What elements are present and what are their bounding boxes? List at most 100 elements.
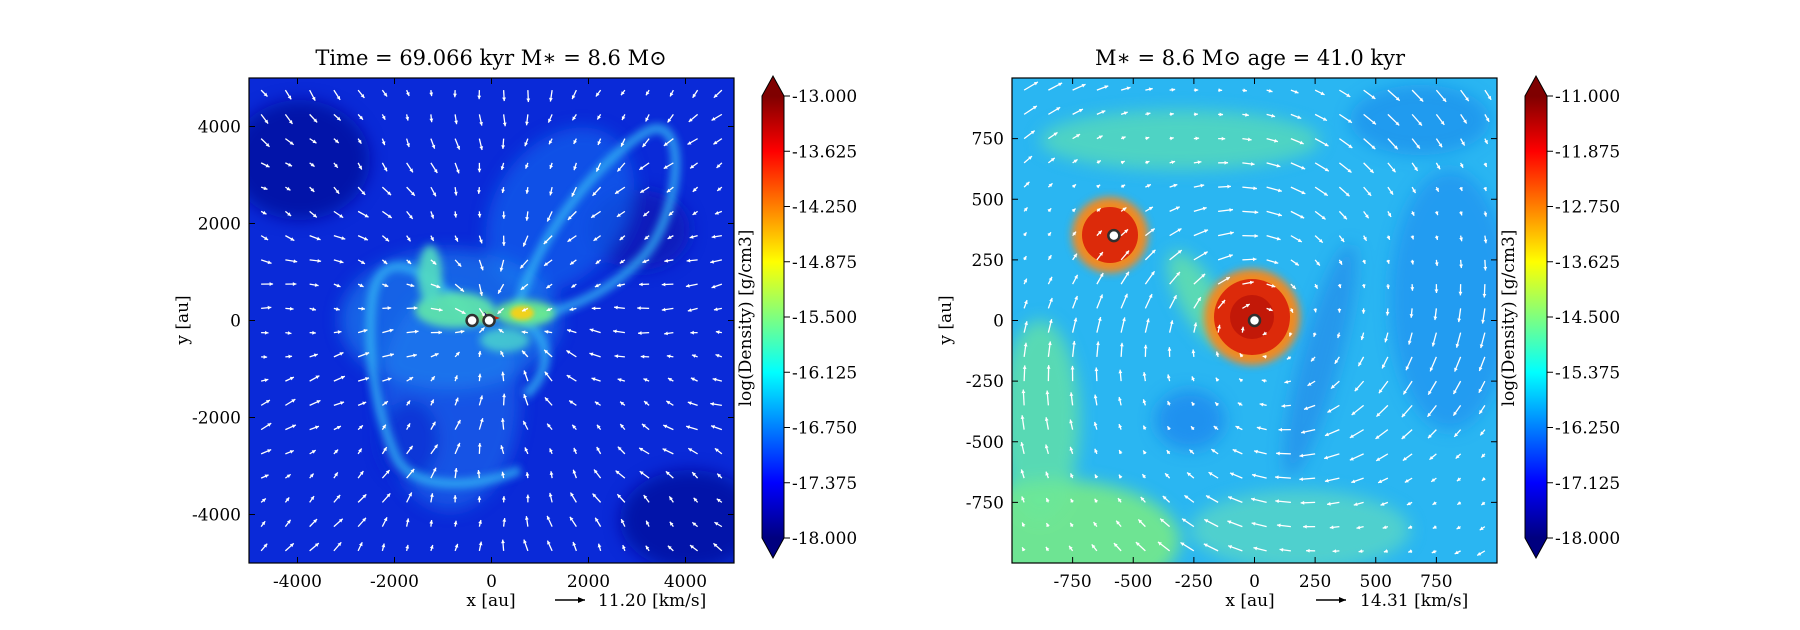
- velocity-arrow-head: [596, 167, 600, 172]
- velocity-arrow-head: [1118, 424, 1123, 429]
- velocity-arrow-head: [1021, 522, 1026, 527]
- velocity-arrow-head: [1479, 344, 1484, 349]
- velocity-arrow-head: [1069, 419, 1073, 424]
- velocity-arrow-head: [1022, 232, 1027, 237]
- velocity-arrow-head: [643, 378, 648, 382]
- velocity-arrow-head: [1022, 256, 1027, 261]
- velocity-arrow-head: [1477, 551, 1482, 556]
- velocity-arrow-head: [642, 259, 647, 264]
- colorbar-tick-label: -18.000: [792, 529, 857, 549]
- velocity-arrow-head: [1074, 295, 1078, 300]
- velocity-arrow-head: [567, 238, 572, 242]
- velocity-arrow-head: [1197, 160, 1202, 165]
- velocity-arrow-head: [643, 494, 648, 499]
- velocity-arrow-head: [1021, 389, 1026, 394]
- velocity-arrow-head: [499, 267, 504, 272]
- velocity-arrow-head: [1173, 183, 1178, 188]
- velocity-arrow-head: [413, 306, 418, 310]
- velocity-arrow-head: [361, 190, 366, 195]
- x-tick-label: 4000: [664, 572, 707, 592]
- velocity-arrow-head: [1434, 211, 1439, 216]
- velocity-arrow-head: [267, 305, 272, 310]
- velocity-arrow-head: [1386, 235, 1391, 240]
- velocity-arrow-head: [1275, 499, 1279, 504]
- velocity-arrow-head: [549, 164, 554, 169]
- velocity-arrow-head: [1023, 342, 1028, 347]
- velocity-arrow-head: [1025, 181, 1030, 186]
- velocity-arrow-head: [1404, 478, 1409, 483]
- velocity-arrow-head: [289, 141, 294, 145]
- velocity-arrow-head: [1324, 455, 1329, 460]
- velocity-arrow-head: [595, 517, 599, 522]
- velocity-key-2: 14.31 [km/s]: [1316, 591, 1468, 611]
- velocity-arrow-head: [1380, 502, 1385, 506]
- velocity-arrow-head: [385, 237, 390, 242]
- velocity-arrow-head: [1410, 235, 1415, 240]
- velocity-arrow-head: [1395, 96, 1400, 101]
- velocity-arrow-head: [1271, 283, 1276, 288]
- velocity-arrow-head: [1376, 412, 1381, 417]
- y-axis-ticks-1: -4000 -2000 0 2000 4000: [192, 118, 734, 526]
- y-tick-label: 250: [972, 251, 1004, 271]
- velocity-arrow-head: [1160, 518, 1165, 523]
- velocity-arrow-head: [1056, 107, 1061, 111]
- velocity-arrow-head: [453, 191, 458, 196]
- velocity-arrow-head: [522, 350, 526, 355]
- panel-1-title: Time = 69.066 kyr M∗ = 8.6 M⊙: [315, 46, 666, 70]
- velocity-arrow-head: [1072, 184, 1077, 189]
- velocity-arrow-head: [1318, 238, 1323, 243]
- velocity-arrow-head: [1274, 260, 1279, 265]
- velocity-arrow-head: [1201, 273, 1206, 278]
- velocity-arrow-head: [544, 330, 549, 334]
- velocity-arrow-head: [1297, 238, 1302, 242]
- velocity-arrow-head: [546, 307, 551, 312]
- velocity-arrow-head: [1438, 143, 1443, 148]
- velocity-arrow-head: [263, 186, 268, 191]
- velocity-arrow-head: [523, 539, 527, 544]
- velocity-arrow-head: [1250, 162, 1255, 166]
- velocity-arrow-head: [1395, 121, 1400, 126]
- y-tick-label: 4000: [198, 118, 241, 138]
- velocity-arrow-head: [714, 448, 719, 453]
- velocity-arrow-head: [525, 472, 530, 476]
- velocity-arrow-head: [1284, 379, 1289, 384]
- velocity-arrow-head: [409, 168, 413, 173]
- y-tick-label: 750: [972, 130, 1004, 150]
- velocity-arrow-head: [1274, 138, 1278, 143]
- velocity-arrow-head: [1048, 319, 1053, 324]
- velocity-arrow-head: [1483, 212, 1488, 217]
- velocity-arrow-head: [1277, 188, 1282, 193]
- velocity-arrow-head: [477, 95, 482, 100]
- velocity-arrow-head: [596, 424, 601, 429]
- velocity-arrow-head: [263, 92, 268, 97]
- velocity-arrow-head: [381, 115, 386, 120]
- velocity-arrow-head: [1023, 207, 1028, 212]
- x-tick-label: -750: [1054, 572, 1092, 592]
- velocity-arrow-head: [454, 468, 458, 472]
- colorbar-tick-label: -17.375: [792, 474, 857, 494]
- velocity-arrow-head: [264, 236, 269, 240]
- velocity-arrow-head: [1096, 208, 1101, 212]
- velocity-arrow-head: [477, 496, 482, 500]
- velocity-arrow-head: [309, 473, 314, 478]
- velocity-arrow-head: [1459, 187, 1463, 191]
- velocity-arrow-head: [341, 236, 346, 240]
- velocity-arrow-head: [1323, 192, 1328, 196]
- velocity-arrow-head: [1044, 444, 1049, 449]
- velocity-arrow-head: [1045, 546, 1050, 551]
- velocity-arrow-head: [571, 283, 576, 288]
- velocity-arrow-head: [1194, 112, 1198, 117]
- velocity-arrow-head: [710, 402, 715, 406]
- velocity-arrow-head: [715, 353, 720, 358]
- velocity-arrow-head: [716, 164, 721, 168]
- velocity-arrow-head: [1410, 287, 1415, 291]
- velocity-arrow-head: [637, 306, 641, 311]
- velocity-arrow-head: [1256, 426, 1261, 431]
- velocity-arrow-head: [1276, 163, 1281, 168]
- velocity-arrow-head: [1167, 426, 1171, 431]
- velocity-arrow-head: [1356, 525, 1361, 530]
- density-map-1: [249, 78, 734, 563]
- velocity-arrow-head: [711, 425, 716, 429]
- velocity-arrow-head: [1228, 496, 1233, 500]
- velocity-arrow-head: [501, 242, 506, 246]
